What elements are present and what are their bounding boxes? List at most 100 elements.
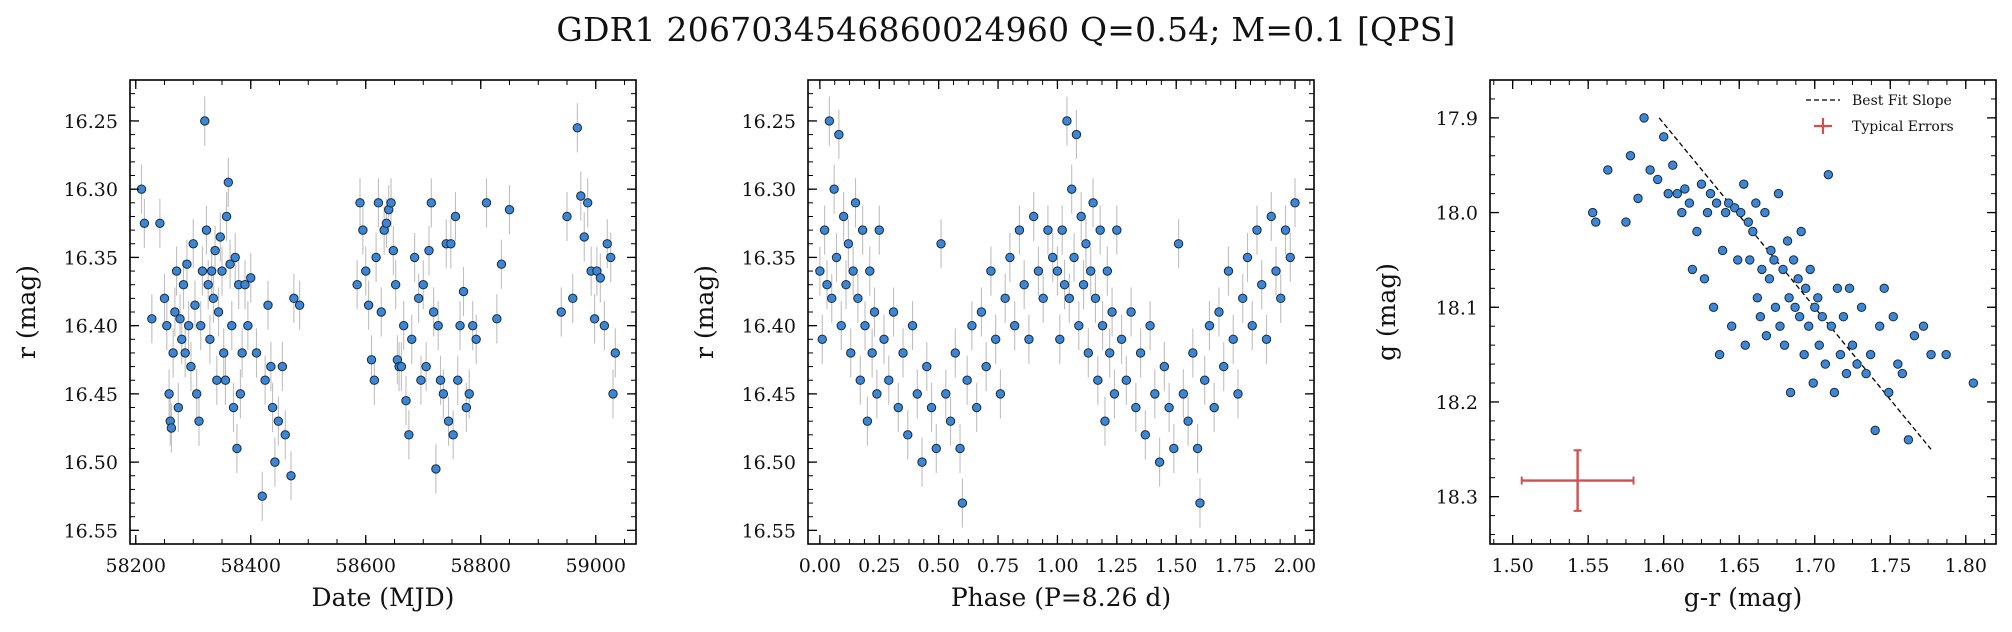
data-point <box>608 389 618 399</box>
data-point <box>1810 302 1820 312</box>
data-point <box>817 334 827 344</box>
data-point <box>941 389 951 399</box>
data-point <box>907 320 918 331</box>
data-point <box>1083 348 1094 358</box>
data-point <box>855 375 865 385</box>
data-point <box>1764 274 1775 284</box>
data-point <box>850 198 861 208</box>
data-point <box>579 232 589 242</box>
data-point <box>1838 312 1849 322</box>
data-point <box>838 211 849 222</box>
data-point <box>183 320 194 331</box>
x-axis-label: Date (MJD) <box>312 583 455 612</box>
data-point <box>435 375 446 385</box>
data-point <box>893 402 903 413</box>
y-tick-label: 16.35 <box>742 247 796 269</box>
data-point <box>162 320 172 331</box>
data-point <box>450 211 461 222</box>
data-point <box>212 375 222 385</box>
x-tick-label: 1.80 <box>1945 555 1987 577</box>
data-point <box>373 198 384 208</box>
x-tick-label: 2.00 <box>1274 555 1316 577</box>
data-point <box>409 252 420 263</box>
data-point <box>1663 188 1673 199</box>
data-point <box>257 491 267 501</box>
data-point <box>1770 302 1781 312</box>
data-point <box>1677 207 1687 218</box>
data-point <box>1799 349 1809 360</box>
data-point <box>836 320 846 331</box>
data-point <box>1121 375 1132 385</box>
data-point <box>874 225 884 235</box>
data-point <box>1790 302 1800 312</box>
data-point <box>448 430 458 440</box>
data-point <box>815 266 825 276</box>
data-point <box>1829 387 1840 398</box>
x-tick-label: 0.50 <box>918 555 960 577</box>
data-point <box>857 225 868 235</box>
data-point <box>1668 160 1678 170</box>
axes-frame <box>807 79 1315 545</box>
data-point <box>1779 340 1790 350</box>
data-point <box>1097 320 1108 331</box>
data-point <box>589 314 600 324</box>
data-point <box>1247 320 1257 331</box>
data-point <box>1062 116 1072 126</box>
data-point <box>898 348 908 358</box>
data-point <box>192 389 202 399</box>
y-tick-label: 16.50 <box>742 452 796 474</box>
data-point <box>443 416 454 426</box>
data-point <box>1926 349 1936 360</box>
data-point <box>1200 375 1210 385</box>
y-tick-label: 16.55 <box>64 520 118 542</box>
data-point <box>1680 184 1690 194</box>
data-point <box>371 252 381 263</box>
data-point <box>458 286 469 297</box>
x-tick-label: 1.00 <box>1036 555 1078 577</box>
x-tick-label: 58600 <box>336 555 396 577</box>
data-point <box>610 348 620 358</box>
data-point <box>208 293 219 304</box>
data-point <box>1672 188 1682 199</box>
data-point <box>464 389 474 399</box>
data-point <box>1804 321 1814 331</box>
data-point <box>931 443 941 454</box>
data-point <box>1852 359 1862 369</box>
data-point <box>139 218 150 228</box>
data-point <box>846 348 856 358</box>
legend-label: Best Fit Slope <box>1852 93 1952 109</box>
data-point <box>159 293 170 304</box>
data-point <box>945 416 956 426</box>
data-point <box>1870 425 1880 436</box>
data-point <box>186 361 196 372</box>
data-point <box>1733 255 1743 265</box>
data-point <box>407 334 417 344</box>
data-point <box>926 402 937 413</box>
y-tick-label: 16.25 <box>64 111 118 133</box>
data-point <box>862 416 873 426</box>
data-point <box>1879 283 1889 294</box>
data-point <box>421 361 431 372</box>
data-point <box>381 218 392 228</box>
data-point <box>869 307 880 317</box>
data-point <box>428 307 439 317</box>
data-point <box>1805 264 1815 275</box>
x-tick-label: 0.75 <box>977 555 1019 577</box>
data-point <box>225 259 235 269</box>
data-point <box>424 245 434 256</box>
data-point <box>1748 226 1758 237</box>
data-point <box>210 245 220 256</box>
data-point <box>1705 188 1716 199</box>
y-tick-label: 16.45 <box>742 384 796 406</box>
data-point <box>219 348 229 358</box>
data-point <box>1285 252 1295 263</box>
data-point <box>1645 165 1655 175</box>
data-point <box>1793 274 1803 284</box>
data-point <box>1126 307 1136 317</box>
x-tick-label: 1.75 <box>1869 555 1911 577</box>
data-point <box>401 396 411 406</box>
data-point <box>1104 348 1115 358</box>
data-point <box>1729 203 1740 213</box>
data-point <box>860 320 870 331</box>
data-point <box>496 259 507 269</box>
